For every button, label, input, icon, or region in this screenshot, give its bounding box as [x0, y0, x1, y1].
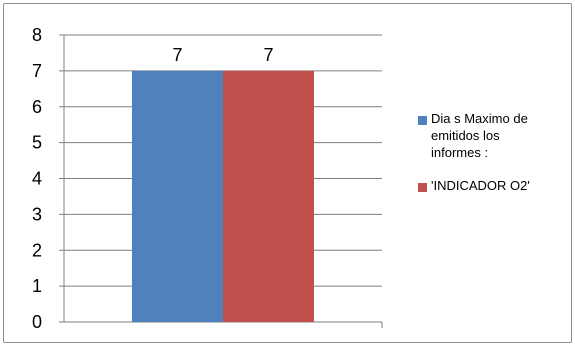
- data-label-series-2: 7: [263, 45, 273, 65]
- legend-label-series-1: Dia s Maximo de emitidos los informes :: [431, 111, 528, 160]
- y-tick-label-6: 6: [32, 97, 42, 117]
- y-tick-label-5: 5: [32, 133, 42, 153]
- data-label-series-1: 7: [172, 45, 182, 65]
- legend-label-series-2: 'INDICADOR O2': [431, 178, 530, 193]
- legend-swatch-series-2: [418, 183, 427, 192]
- y-tick-label-3: 3: [32, 204, 42, 224]
- legend-item-series-2: 'INDICADOR O2': [418, 177, 568, 194]
- y-tick-label-8: 8: [32, 25, 42, 45]
- y-tick-label-2: 2: [32, 240, 42, 260]
- y-axis-ticks: 0 1 2 3 4 5 6 7 8: [32, 25, 42, 332]
- legend: Dia s Maximo de emitidos los informes : …: [418, 110, 568, 210]
- bar-series-2: [223, 70, 314, 322]
- legend-item-series-1: Dia s Maximo de emitidos los informes :: [418, 110, 568, 161]
- legend-swatch-series-1: [418, 116, 427, 125]
- bar-series-1: [132, 70, 223, 322]
- y-tick-label-4: 4: [32, 169, 42, 189]
- y-tick-label-0: 0: [32, 312, 42, 332]
- bars: [132, 70, 314, 322]
- y-tick-label-7: 7: [32, 61, 42, 81]
- y-tick-label-1: 1: [32, 276, 42, 296]
